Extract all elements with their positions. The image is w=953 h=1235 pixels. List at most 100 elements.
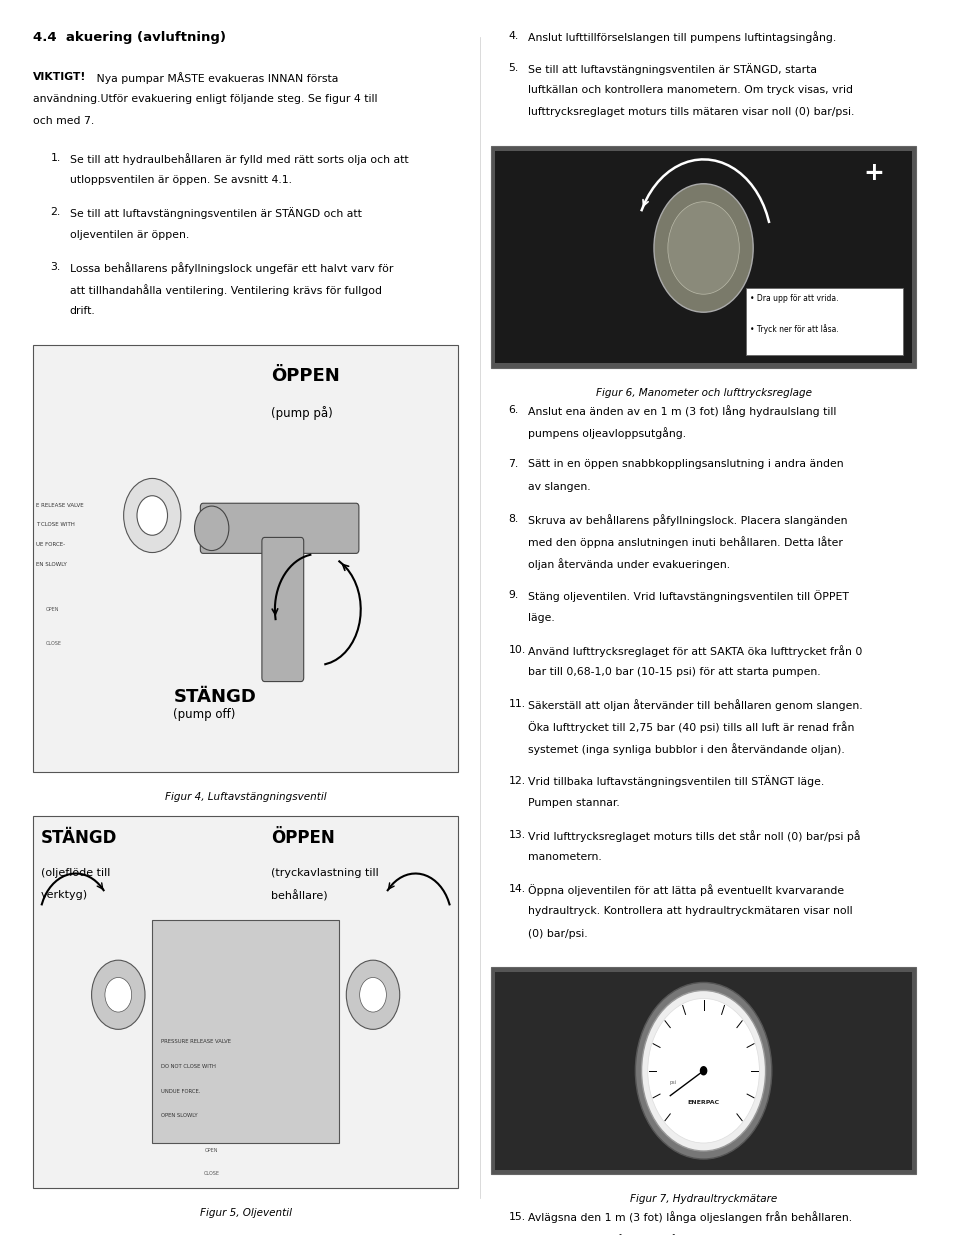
Text: utloppsventilen är öppen. Se avsnitt 4.1.: utloppsventilen är öppen. Se avsnitt 4.1… (70, 175, 292, 185)
Text: 4.4  akuering (avluftning): 4.4 akuering (avluftning) (33, 31, 226, 44)
Text: Sätt tillbaka behållarens påfyllningslock.: Sätt tillbaka behållarens påfyllningsloc… (527, 1234, 747, 1235)
Text: (0) bar/psi.: (0) bar/psi. (527, 929, 587, 939)
Circle shape (346, 960, 399, 1029)
Text: 10.: 10. (508, 645, 525, 655)
Text: 9.: 9. (508, 590, 518, 600)
FancyBboxPatch shape (745, 288, 902, 354)
Text: 4.: 4. (508, 31, 518, 41)
Text: OPEN SLOWLY: OPEN SLOWLY (160, 1114, 197, 1119)
Text: PRESSURE RELEASE VALVE: PRESSURE RELEASE VALVE (160, 1040, 231, 1045)
Text: pumpens oljeavloppsutgång.: pumpens oljeavloppsutgång. (527, 427, 685, 440)
Text: Se till att luftavstängningsventilen är STÄNGD och att: Se till att luftavstängningsventilen är … (70, 207, 361, 220)
Circle shape (654, 184, 752, 312)
Text: VIKTIGT!: VIKTIGT! (33, 72, 87, 82)
Text: Avlägsna den 1 m (3 fot) långa oljeslangen från behållaren.: Avlägsna den 1 m (3 fot) långa oljeslang… (527, 1212, 851, 1224)
FancyBboxPatch shape (200, 503, 358, 553)
Text: 1.: 1. (51, 153, 61, 163)
Text: EN SLOWLY: EN SLOWLY (36, 562, 67, 567)
Text: verktyg): verktyg) (41, 890, 88, 900)
FancyBboxPatch shape (33, 345, 457, 772)
Text: Säkerställ att oljan återvänder till behållaren genom slangen.: Säkerställ att oljan återvänder till beh… (527, 699, 862, 711)
Text: användning.Utför evakuering enligt följande steg. Se figur 4 till: användning.Utför evakuering enligt följa… (33, 94, 377, 104)
Text: 7.: 7. (508, 459, 518, 469)
Text: 2.: 2. (51, 207, 61, 217)
Text: (oljeflöde till: (oljeflöde till (41, 868, 111, 878)
Text: Stäng oljeventilen. Vrid luftavstängningsventilen till ÖPPET: Stäng oljeventilen. Vrid luftavstängning… (527, 590, 847, 603)
Text: Vrid tillbaka luftavstängningsventilen till STÄNGT läge.: Vrid tillbaka luftavstängningsventilen t… (527, 776, 823, 788)
Text: Använd lufttrycksreglaget för att SAKTA öka lufttrycket från 0: Använd lufttrycksreglaget för att SAKTA … (527, 645, 861, 657)
Text: 15.: 15. (508, 1212, 525, 1221)
Text: Pumpen stannar.: Pumpen stannar. (527, 798, 618, 808)
Text: hydraultryck. Kontrollera att hydraultryckmätaren visar noll: hydraultryck. Kontrollera att hydraultry… (527, 906, 851, 916)
FancyBboxPatch shape (495, 151, 911, 363)
Text: Se till att hydraulbehållaren är fylld med rätt sorts olja och att: Se till att hydraulbehållaren är fylld m… (70, 153, 408, 165)
Text: Sätt in en öppen snabbkopplingsanslutning i andra änden: Sätt in en öppen snabbkopplingsanslutnin… (527, 459, 842, 469)
Circle shape (91, 960, 145, 1029)
Text: läge.: läge. (527, 613, 554, 622)
FancyBboxPatch shape (491, 146, 915, 368)
Text: CLOSE: CLOSE (46, 641, 62, 646)
Text: Se till att luftavstängningsventilen är STÄNGD, starta: Se till att luftavstängningsventilen är … (527, 63, 816, 75)
Circle shape (667, 201, 739, 294)
Text: (pump off): (pump off) (173, 708, 235, 721)
Text: UNDUE FORCE.: UNDUE FORCE. (160, 1089, 200, 1094)
Text: av slangen.: av slangen. (527, 482, 590, 492)
Circle shape (137, 495, 168, 535)
Text: Figur 6, Manometer och lufttrycksreglage: Figur 6, Manometer och lufttrycksreglage (595, 388, 811, 398)
Text: 5.: 5. (508, 63, 518, 73)
Text: +: + (862, 161, 882, 184)
Text: UE FORCE-: UE FORCE- (36, 542, 66, 547)
Circle shape (635, 983, 771, 1160)
Text: • Dra upp för att vrida.: • Dra upp för att vrida. (749, 294, 838, 303)
Text: DO NOT CLOSE WITH: DO NOT CLOSE WITH (160, 1065, 215, 1070)
Text: STÄNGD: STÄNGD (41, 829, 117, 847)
FancyBboxPatch shape (152, 920, 338, 1144)
Text: Vrid lufttrycksreglaget moturs tills det står noll (0) bar/psi på: Vrid lufttrycksreglaget moturs tills det… (527, 830, 860, 842)
Text: Skruva av behållarens påfyllningslock. Placera slangänden: Skruva av behållarens påfyllningslock. P… (527, 514, 846, 526)
Text: 12.: 12. (508, 776, 525, 785)
Text: 8.: 8. (508, 514, 518, 524)
Text: drift.: drift. (70, 306, 95, 316)
Circle shape (194, 506, 229, 551)
Text: E RELEASE VALVE: E RELEASE VALVE (36, 503, 84, 508)
Text: ENERPAC: ENERPAC (687, 1100, 719, 1105)
Circle shape (700, 1067, 706, 1074)
Text: psi: psi (668, 1081, 676, 1086)
Circle shape (640, 990, 765, 1151)
Text: 3.: 3. (51, 262, 61, 272)
Text: Figur 7, Hydraultryckmätare: Figur 7, Hydraultryckmätare (629, 1194, 777, 1204)
Text: T CLOSE WITH: T CLOSE WITH (36, 522, 75, 527)
Text: Nya pumpar MÅSTE evakueras INNAN första: Nya pumpar MÅSTE evakueras INNAN första (93, 72, 338, 84)
Text: att tillhandahålla ventilering. Ventilering krävs för fullgod: att tillhandahålla ventilering. Ventiler… (70, 284, 381, 296)
Text: Figur 4, Luftavstängningsventil: Figur 4, Luftavstängningsventil (165, 792, 326, 802)
Text: 6.: 6. (508, 405, 518, 415)
Text: oljeventilen är öppen.: oljeventilen är öppen. (70, 230, 189, 240)
Text: luftkällan och kontrollera manometern. Om tryck visas, vrid: luftkällan och kontrollera manometern. O… (527, 85, 852, 95)
Text: Öka lufttrycket till 2,75 bar (40 psi) tills all luft är renad från: Öka lufttrycket till 2,75 bar (40 psi) t… (527, 721, 853, 734)
Circle shape (124, 478, 181, 552)
Text: 14.: 14. (508, 884, 525, 894)
Text: 11.: 11. (508, 699, 525, 709)
FancyBboxPatch shape (495, 972, 911, 1170)
Text: manometern.: manometern. (527, 852, 600, 862)
Text: (pump på): (pump på) (271, 406, 333, 420)
Text: CLOSE: CLOSE (204, 1171, 219, 1176)
Text: Anslut ena änden av en 1 m (3 fot) lång hydraulslang till: Anslut ena änden av en 1 m (3 fot) lång … (527, 405, 835, 417)
FancyBboxPatch shape (33, 816, 457, 1188)
Text: (tryckavlastning till: (tryckavlastning till (271, 868, 378, 878)
Text: Lossa behållarens påfyllningslock ungefär ett halvt varv för: Lossa behållarens påfyllningslock ungefä… (70, 262, 393, 274)
Circle shape (647, 998, 759, 1144)
Text: • Tryck ner för att låsa.: • Tryck ner för att låsa. (749, 324, 838, 333)
Circle shape (359, 977, 386, 1011)
Text: lufttrycksreglaget moturs tills mätaren visar noll (0) bar/psi.: lufttrycksreglaget moturs tills mätaren … (527, 107, 853, 117)
Text: STÄNGD: STÄNGD (173, 688, 256, 706)
Text: OPEN: OPEN (205, 1149, 218, 1153)
Text: Figur 5, Oljeventil: Figur 5, Oljeventil (199, 1208, 292, 1218)
Text: behållare): behållare) (271, 890, 328, 902)
Circle shape (105, 977, 132, 1011)
FancyBboxPatch shape (262, 537, 303, 682)
Text: Anslut lufttillförselslangen till pumpens luftintagsingång.: Anslut lufttillförselslangen till pumpen… (527, 31, 835, 43)
Text: med den öppna anslutningen inuti behållaren. Detta låter: med den öppna anslutningen inuti behålla… (527, 536, 841, 548)
FancyBboxPatch shape (491, 967, 915, 1174)
Text: OPEN: OPEN (46, 606, 59, 613)
